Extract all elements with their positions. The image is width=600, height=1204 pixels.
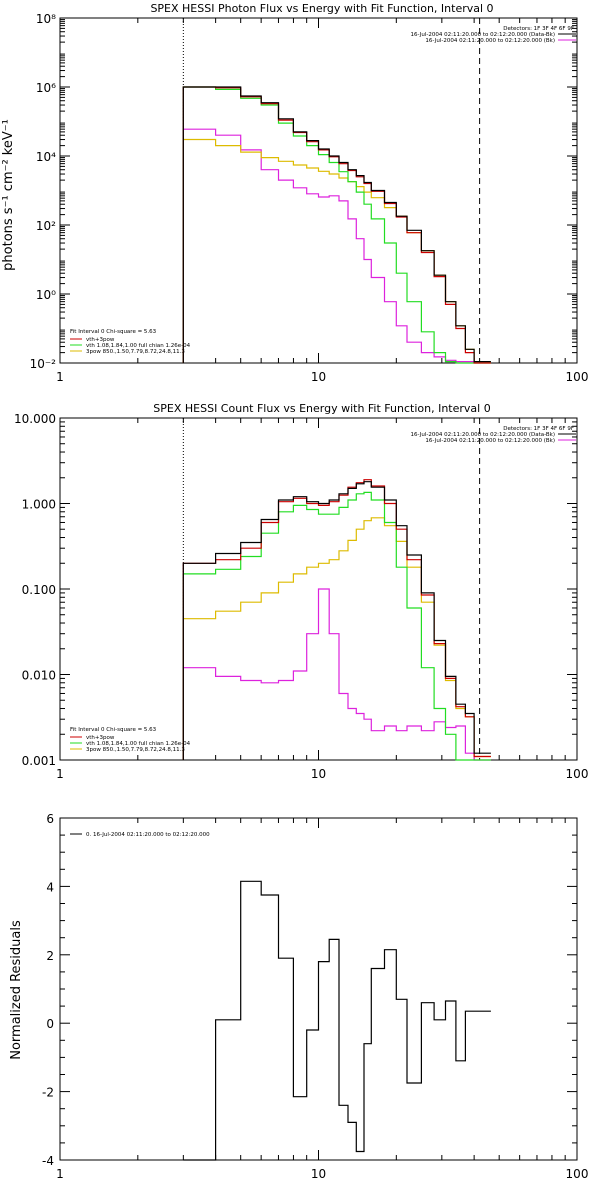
x-tick-label: 1 <box>56 1167 64 1181</box>
series-black-line <box>182 86 491 363</box>
series-magenta-line <box>182 588 491 761</box>
y-axis-label: Normalized Residuals <box>9 920 24 1060</box>
fit-thermal-label: vth 1.08,1.84,1.00 full chian 1.26e-04 <box>86 343 191 349</box>
y-tick-label: 0.010 <box>22 669 56 683</box>
series-magenta-line <box>182 128 491 363</box>
residual-legend-label: 0. 16-Jul-2004 02:11:20.000 to 02:12:20.… <box>86 832 210 838</box>
y-tick-label: -2 <box>42 1086 54 1100</box>
x-tick-label: 10 <box>311 370 326 384</box>
series-green-line <box>182 86 491 364</box>
chart-title: SPEX HESSI Count Flux vs Energy with Fit… <box>153 402 490 415</box>
photon-flux-panel: SPEX HESSI Photon Flux vs Energy with Fi… <box>1 2 588 384</box>
y-tick-label: 2 <box>46 949 54 963</box>
series-red-line <box>182 86 491 364</box>
x-tick-label: 100 <box>566 370 589 384</box>
y-tick-label: 0 <box>46 1017 54 1031</box>
x-tick-label: 10 <box>311 1167 326 1181</box>
series-red-line <box>182 479 491 760</box>
series-green-line <box>182 491 491 761</box>
y-tick-label: 1.000 <box>22 498 56 512</box>
data-minus-bk-label: 16-Jul-2004 02:11:20.000 to 02:12:20.000… <box>411 432 556 438</box>
chart-title: SPEX HESSI Photon Flux vs Energy with Fi… <box>150 2 493 15</box>
x-tick-label: 1 <box>56 370 64 384</box>
background-label: 16-Jul-2004 02:11:20.000 to 02:12:20.000… <box>425 38 555 44</box>
fit-thermal-label: vth 1.08,1.84,1.00 full chian 1.26e-04 <box>86 741 191 747</box>
detectors-label: Detectors: 1F 3F 4F 6F 9F <box>503 26 574 32</box>
y-tick-label: 10.000 <box>14 412 56 426</box>
series-black-line <box>183 880 491 1161</box>
x-tick-label: 1 <box>56 767 64 781</box>
data-minus-bk-label: 16-Jul-2004 02:11:20.000 to 02:12:20.000… <box>411 32 556 38</box>
y-tick-label: 10⁶ <box>36 81 56 95</box>
residuals-panel: Normalized Residuals 0. 16-Jul-2004 02:1… <box>9 812 588 1181</box>
y-tick-label: 10⁻² <box>30 357 57 371</box>
x-tick-label: 10 <box>311 767 326 781</box>
y-tick-label: 0.100 <box>22 583 56 597</box>
fit-powerlaw-label: 3pow 850.,1.50,7.79,8.72,24.8,11.3 <box>86 349 185 355</box>
y-axis-label: photons s⁻¹ cm⁻² keV⁻¹ <box>1 119 16 271</box>
x-tick-label: 100 <box>566 1167 589 1181</box>
fit-header: Fit Interval 0 Chi-square = 5.63 <box>70 329 157 335</box>
y-tick-label: 10⁸ <box>36 12 56 26</box>
fit-total-label: vth+3pow <box>86 337 115 343</box>
y-tick-label: 10⁰ <box>36 288 56 302</box>
fit-powerlaw-label: 3pow 850.,1.50,7.79,8.72,24.8,11.3 <box>86 747 185 753</box>
detectors-label: Detectors: 1F 3F 4F 6F 9F <box>503 426 574 432</box>
y-tick-label: 0.001 <box>22 754 56 768</box>
background-label: 16-Jul-2004 02:11:20.000 to 02:12:20.000… <box>425 438 555 444</box>
series-orange-line <box>182 517 491 760</box>
y-tick-label: 6 <box>46 812 54 826</box>
y-tick-label: 10⁴ <box>36 150 56 164</box>
fit-header: Fit Interval 0 Chi-square = 5.63 <box>70 727 157 733</box>
fit-total-label: vth+3pow <box>86 735 115 741</box>
series-black-line <box>182 481 491 760</box>
y-tick-label: -4 <box>42 1154 54 1168</box>
y-tick-label: 10² <box>36 219 56 233</box>
x-tick-label: 100 <box>566 767 589 781</box>
y-tick-label: 4 <box>46 880 54 894</box>
count-flux-panel: SPEX HESSI Count Flux vs Energy with Fit… <box>14 402 588 781</box>
